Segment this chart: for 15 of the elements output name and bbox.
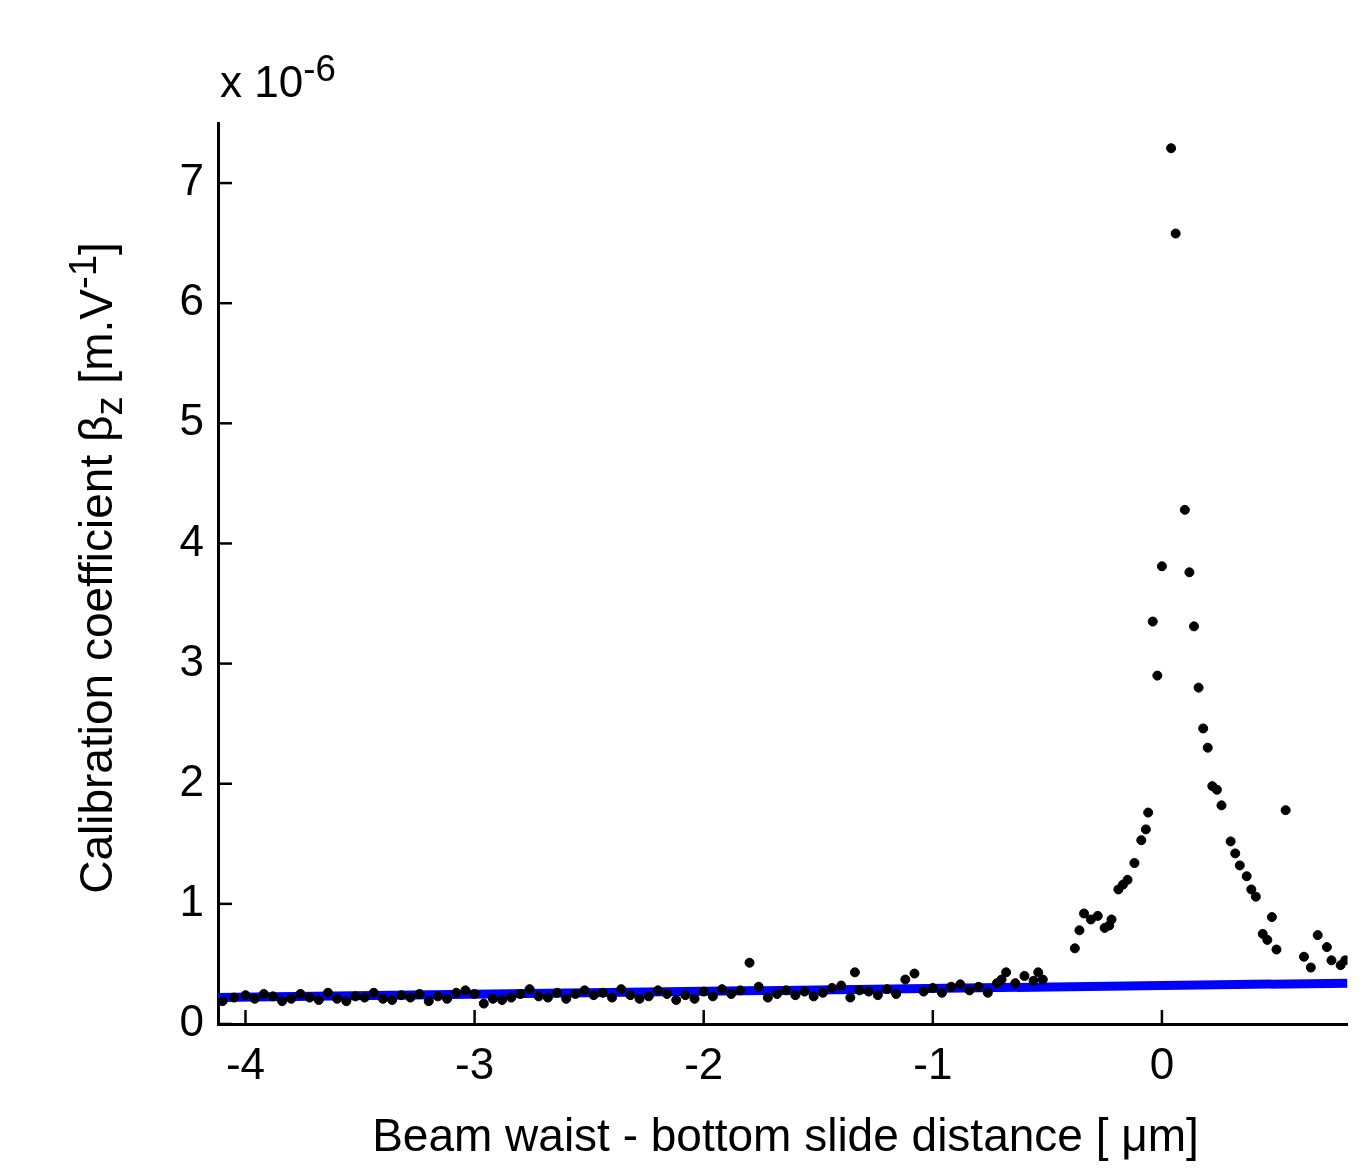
x-tick-label: -1 xyxy=(913,1038,953,1088)
x-tick-label: 0 xyxy=(1149,1038,1175,1088)
y-tick-label: 1 xyxy=(179,876,204,926)
y-tick-label: 5 xyxy=(179,395,204,445)
y-tick-label: 2 xyxy=(179,755,204,805)
y-tick-label: 0 xyxy=(179,996,204,1046)
x-tick-label: -3 xyxy=(455,1038,495,1088)
text: x 10$^{-6}$ xyxy=(220,48,336,107)
y-tick-label: 3 xyxy=(179,635,204,685)
x-axis-title: Beam waist - bottom slide distance [ μm] xyxy=(371,1108,1200,1162)
y-tick-label: 6 xyxy=(179,275,204,325)
y-tick-label: 4 xyxy=(179,515,204,565)
y-tick-label: 7 xyxy=(179,155,204,205)
x-tick-label: -4 xyxy=(225,1038,266,1088)
x-tick-label: -2 xyxy=(684,1038,724,1088)
